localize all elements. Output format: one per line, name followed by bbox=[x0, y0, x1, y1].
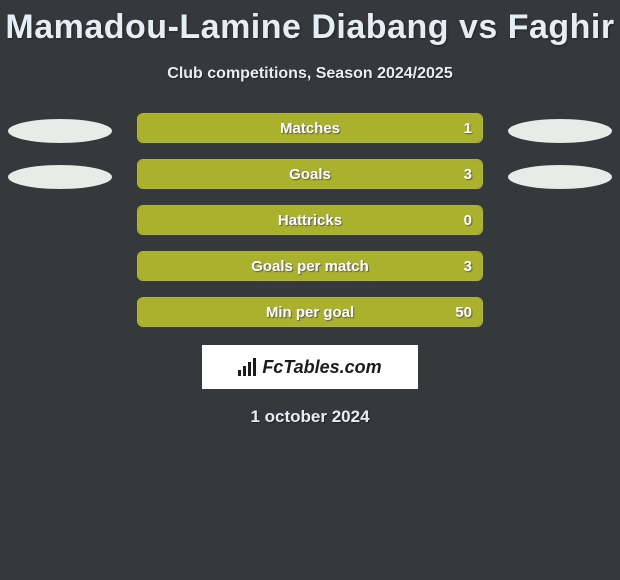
stats-container: Matches1Goals3Hattricks0Goals per match3… bbox=[0, 113, 620, 327]
stat-row: Goals per match3 bbox=[0, 251, 620, 281]
player-right-marker bbox=[508, 119, 612, 143]
page-title: Mamadou-Lamine Diabang vs Faghir bbox=[0, 0, 620, 47]
stat-row: Goals3 bbox=[0, 159, 620, 189]
stat-bar: Hattricks0 bbox=[137, 205, 483, 235]
stat-value: 50 bbox=[455, 298, 472, 326]
stat-value: 1 bbox=[464, 114, 472, 142]
stat-row: Hattricks0 bbox=[0, 205, 620, 235]
stat-bar: Matches1 bbox=[137, 113, 483, 143]
stat-row: Matches1 bbox=[0, 113, 620, 143]
bars-chart-icon bbox=[238, 358, 256, 376]
stat-label: Goals bbox=[138, 160, 482, 188]
logo[interactable]: FcTables.com bbox=[202, 345, 418, 389]
stat-bar: Min per goal50 bbox=[137, 297, 483, 327]
stat-value: 0 bbox=[464, 206, 472, 234]
stat-label: Min per goal bbox=[138, 298, 482, 326]
stat-bar: Goals per match3 bbox=[137, 251, 483, 281]
player-left-marker bbox=[8, 165, 112, 189]
stat-label: Hattricks bbox=[138, 206, 482, 234]
stat-label: Goals per match bbox=[138, 252, 482, 280]
stat-label: Matches bbox=[138, 114, 482, 142]
player-right-marker bbox=[508, 165, 612, 189]
subtitle: Club competitions, Season 2024/2025 bbox=[0, 65, 620, 83]
stat-row: Min per goal50 bbox=[0, 297, 620, 327]
stat-value: 3 bbox=[464, 252, 472, 280]
player-left-marker bbox=[8, 119, 112, 143]
stat-bar: Goals3 bbox=[137, 159, 483, 189]
logo-text: FcTables.com bbox=[262, 357, 381, 378]
stat-value: 3 bbox=[464, 160, 472, 188]
date-label: 1 october 2024 bbox=[0, 407, 620, 427]
